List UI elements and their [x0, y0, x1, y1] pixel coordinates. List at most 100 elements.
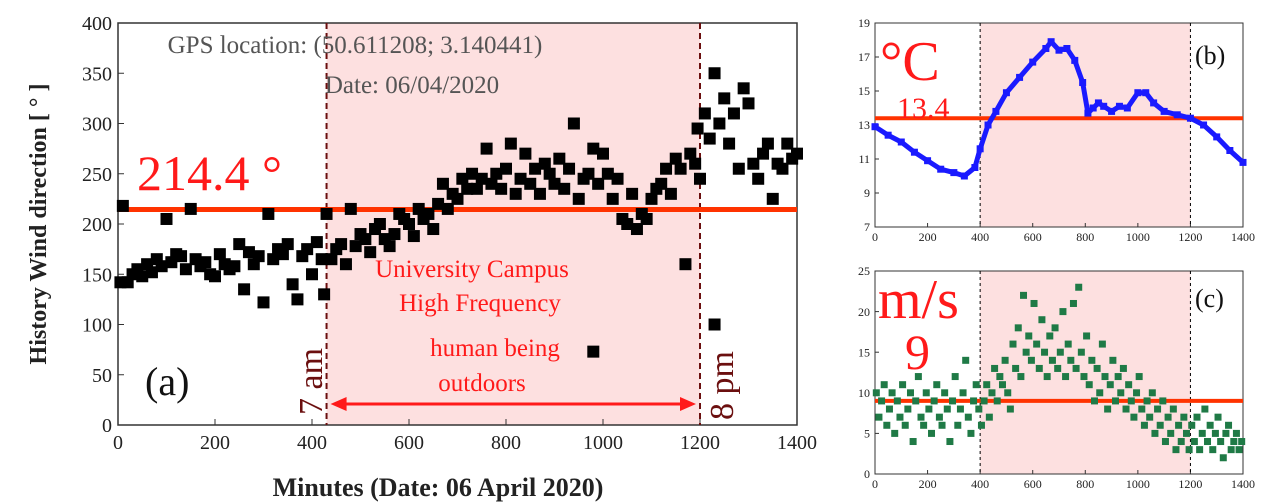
data-point: [1154, 405, 1162, 413]
data-point: [470, 182, 483, 195]
y-tick-label: 20: [858, 305, 870, 319]
data-point: [1214, 413, 1222, 421]
data-point: [388, 228, 401, 241]
x-tick-label: 0: [872, 477, 878, 491]
data-point: [1127, 397, 1135, 405]
data-point: [1150, 99, 1158, 107]
data-point: [339, 258, 352, 271]
y-tick-label: 400: [82, 13, 112, 35]
data-point: [1022, 348, 1030, 356]
data-point: [1012, 364, 1020, 372]
y-tick-label: 15: [858, 84, 870, 98]
data-point: [441, 202, 454, 215]
data-point: [1143, 397, 1151, 405]
campus-annotation-line: human being: [430, 335, 560, 362]
data-point: [1196, 446, 1204, 454]
data-point: [1175, 421, 1183, 429]
data-point: [752, 172, 765, 185]
data-point: [723, 137, 736, 150]
data-point: [970, 397, 978, 405]
data-point: [674, 162, 687, 175]
data-point: [950, 169, 958, 177]
data-point: [935, 413, 943, 421]
data-point: [500, 162, 512, 175]
y-tick-label: 5: [864, 427, 870, 441]
data-point: [930, 397, 938, 405]
x-tick-label: 600: [1024, 230, 1042, 244]
data-point: [1043, 373, 1051, 381]
data-point: [451, 192, 464, 205]
y-tick-label: 250: [82, 164, 112, 186]
data-point: [475, 172, 488, 185]
data-point: [925, 405, 933, 413]
data-point: [1075, 283, 1083, 291]
data-point: [1148, 389, 1156, 397]
data-point: [592, 177, 605, 190]
data-point: [888, 389, 896, 397]
data-point: [335, 238, 348, 251]
x-axis-label: Minutes (Date: 06 April 2020): [273, 473, 604, 502]
data-point: [1201, 405, 1209, 413]
data-point: [432, 197, 445, 210]
x-tick-label: 400: [971, 477, 989, 491]
data-point: [1130, 413, 1138, 421]
data-point: [587, 142, 600, 155]
data-point: [1101, 373, 1109, 381]
data-point: [281, 238, 294, 251]
data-point: [1090, 397, 1098, 405]
data-point: [960, 172, 968, 180]
data-point: [1038, 316, 1046, 324]
data-point: [941, 389, 949, 397]
data-point: [727, 107, 740, 120]
data-point: [924, 157, 932, 165]
data-point: [136, 270, 149, 283]
data-point: [1238, 438, 1246, 446]
data-point: [1017, 373, 1025, 381]
y-tick-label: 17: [858, 50, 870, 64]
data-point: [791, 147, 803, 160]
data-point: [933, 381, 941, 389]
x-tick-label: 1400: [1231, 230, 1255, 244]
data-point: [456, 172, 469, 185]
data-point: [937, 165, 945, 173]
data-point: [1064, 340, 1072, 348]
data-point: [563, 162, 576, 175]
data-point: [761, 137, 774, 150]
data-point: [1114, 373, 1122, 381]
x-tick-label: 800: [491, 432, 521, 454]
data-point: [1232, 429, 1240, 437]
data-point: [1009, 340, 1017, 348]
data-point: [991, 364, 999, 372]
data-point: [1160, 107, 1168, 115]
arrow-head-left: [330, 397, 347, 411]
x-tick-label: 0: [872, 230, 878, 244]
data-point: [912, 397, 920, 405]
data-point: [992, 107, 1000, 115]
x-tick-label: 200: [919, 477, 937, 491]
data-point: [1226, 147, 1234, 154]
data-point: [1219, 454, 1227, 462]
data-point: [373, 218, 386, 230]
data-point: [1063, 45, 1071, 52]
data-point: [904, 405, 912, 413]
panel-label-c: (c): [1195, 284, 1224, 313]
x-tick-label: 0: [113, 432, 123, 454]
data-point: [606, 192, 619, 205]
data-point: [988, 389, 996, 397]
data-point: [996, 373, 1004, 381]
data-point: [983, 381, 991, 389]
data-point: [252, 250, 265, 263]
data-point: [954, 421, 962, 429]
data-point: [1122, 405, 1130, 413]
data-point: [1033, 340, 1041, 348]
shaded-region: [980, 271, 1191, 474]
x-tick-label: 400: [971, 230, 989, 244]
data-point: [466, 167, 479, 180]
plot-frame: [874, 270, 1244, 475]
data-point: [1051, 324, 1059, 332]
data-point: [914, 373, 922, 381]
data-point: [519, 147, 532, 160]
data-point: [1055, 46, 1063, 54]
data-point: [626, 187, 639, 200]
